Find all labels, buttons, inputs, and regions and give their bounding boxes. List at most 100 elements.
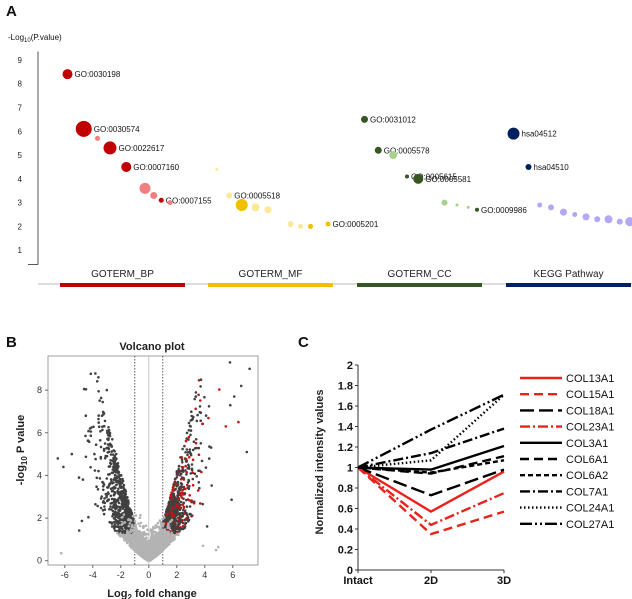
volcano-point [117,501,121,505]
bubble-point [95,135,100,141]
volcano-point [109,458,112,462]
panel-c-letter: C [298,334,309,351]
volcano-point [141,540,144,544]
volcano-point [194,438,198,441]
volcano-point [168,526,171,529]
volcano-point [108,507,111,511]
volcano-point [168,504,172,507]
volcano-point [120,489,124,493]
legend-label: COL6A1 [566,454,608,466]
volcano-point [174,487,177,491]
volcano-point [178,486,181,489]
volcano-point [183,525,187,528]
volcano-point [94,372,97,375]
volcano-point [186,483,189,487]
panel-a-ytick-label: 3 [18,199,23,208]
volcano-point [116,529,119,533]
volcano-point [117,511,120,515]
volcano-point [229,403,232,407]
volcano-point [205,525,209,528]
line-chart-ytick-label: 0.2 [338,545,353,557]
volcano-point [191,477,195,481]
volcano-point [160,547,164,550]
volcano-point [179,519,182,523]
volcano-point [99,497,103,500]
volcano-point [204,414,208,417]
volcano-point [141,548,144,552]
volcano-point [114,518,118,522]
volcano-point [103,497,106,500]
volcano-point [101,400,104,404]
volcano-point [113,485,116,489]
bubble-point [548,204,554,211]
panel-a-ytick-label: 5 [18,151,23,160]
panel-a-ytick-label: 9 [18,56,23,65]
volcano-point [111,512,115,516]
volcano-point [102,488,105,492]
volcano-point [177,467,180,471]
volcano-point [171,486,175,489]
volcano-point [62,465,65,469]
volcano-xtick-label: -6 [61,570,69,580]
volcano-point [110,501,114,505]
volcano-point [187,478,190,482]
volcano-point [182,476,185,480]
volcano-point [186,481,190,484]
volcano-point [171,495,175,498]
bubble-point [594,216,601,223]
volcano-point [156,521,160,525]
volcano-point [128,513,131,516]
panel-a-ylabel: -Log10(P.value) [8,33,62,44]
volcano-point [182,497,185,501]
line-chart-ytick-label: 1 [347,463,353,475]
volcano-point [175,470,179,473]
volcano-point [190,514,193,518]
volcano-point [110,522,114,525]
volcano-point [189,419,192,422]
volcano-xlabel-sub: 2 [127,593,132,599]
volcano-point [186,486,189,490]
legend-label: COL23A1 [566,422,614,434]
volcano-point [138,541,142,544]
volcano-xtick-label: 6 [230,570,235,580]
volcano-point [163,528,167,531]
volcano-point [147,544,151,548]
volcano-point [117,520,121,523]
volcano-point [133,520,137,523]
volcano-point [180,483,184,486]
bubble-point [158,197,164,203]
volcano-point [189,429,193,432]
volcano-point [112,461,116,465]
volcano-point [172,498,176,502]
volcano-point [113,473,117,477]
volcano-point [125,496,129,500]
volcano-point [121,496,124,500]
category-bar [357,283,482,287]
bubble-point [62,69,73,80]
volcano-point [96,488,100,491]
panel-a-ytick-label: 1 [18,246,23,255]
volcano-point [178,530,181,533]
bubble-point [616,218,623,225]
volcano-point [102,483,106,486]
volcano-point [168,512,171,515]
volcano-point [174,477,177,481]
category-label: GOTERM_CC [388,269,452,280]
volcano-point [183,492,187,495]
volcano-point [103,419,107,423]
line-chart-ytick-label: 0.8 [338,483,353,495]
volcano-point [109,505,112,508]
line-chart-ytick-label: 2 [347,360,353,372]
volcano-point [127,524,131,528]
volcano-point [120,505,124,509]
volcano-point [172,489,175,492]
volcano-point [180,458,184,462]
volcano-point [197,446,201,450]
volcano-point [170,531,173,535]
volcano-point [106,430,110,434]
volcano-xtick-label: -4 [89,570,97,580]
bubble-point [525,163,532,170]
volcano-point [182,505,186,509]
volcano-point [191,417,194,421]
volcano-point [149,553,153,557]
